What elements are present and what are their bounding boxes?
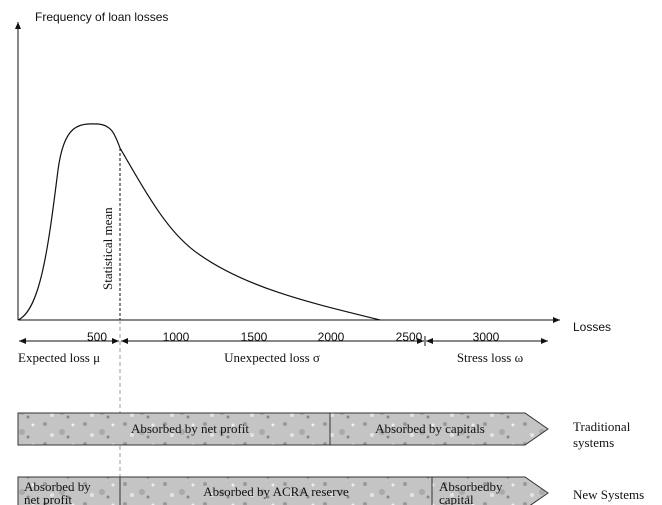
band-text: Absorbed by [24, 479, 91, 494]
band-text: Absorbed by capitals [375, 421, 485, 436]
band-label: systems [573, 435, 614, 450]
x-tick-label: 1500 [241, 330, 268, 344]
loss-curve [17, 123, 381, 321]
band-label: New Systems [573, 487, 644, 502]
x-axis-label: Losses [573, 320, 611, 334]
segment-label: Unexpected loss σ [224, 350, 320, 365]
band-text: Absorbedby [439, 479, 503, 494]
x-tick-label: 2000 [318, 330, 345, 344]
x-tick-label: 500 [87, 330, 107, 344]
y-axis-label: Frequency of loan losses [35, 10, 168, 24]
annotation: Statistical mean [100, 207, 115, 290]
segment-label: Expected loss μ [18, 350, 100, 365]
band [17, 476, 549, 505]
band-text: capital [439, 492, 474, 505]
band [17, 412, 549, 446]
band-text: Absorbed by net profit [131, 421, 249, 436]
segment-label: Stress loss ω [457, 350, 524, 365]
x-tick-label: 2500 [396, 330, 423, 344]
x-tick-label: 3000 [473, 330, 500, 344]
band-label: Traditional [573, 419, 631, 434]
band-text: Absorbed by ACRA reserve [203, 484, 349, 499]
band-text: net profit [24, 492, 72, 505]
x-tick-label: 1000 [163, 330, 190, 344]
